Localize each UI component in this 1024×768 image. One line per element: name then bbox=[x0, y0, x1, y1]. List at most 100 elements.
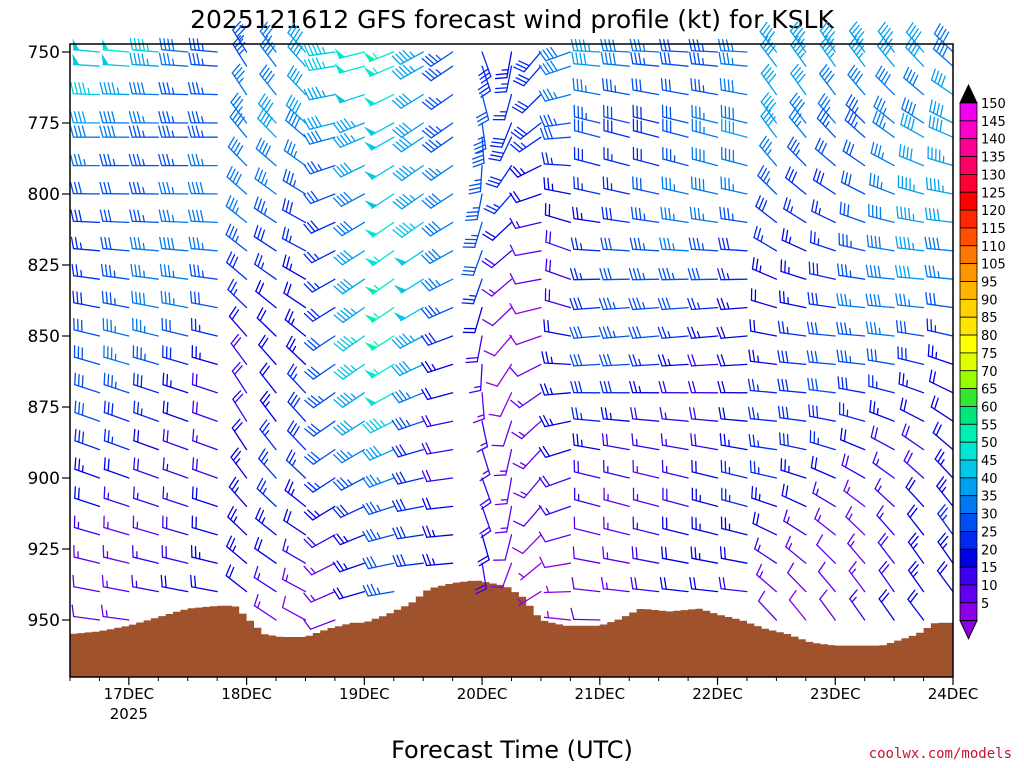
wind-barb bbox=[934, 448, 954, 479]
wind-barb bbox=[102, 545, 130, 564]
wind-barb bbox=[485, 363, 513, 387]
wind-barb bbox=[190, 574, 218, 593]
wind-barb bbox=[512, 65, 542, 87]
wind-barb bbox=[391, 64, 424, 80]
wind-barb bbox=[720, 104, 748, 124]
colorbar-swatch bbox=[959, 298, 978, 318]
wind-barb bbox=[629, 237, 660, 252]
wind-barb bbox=[807, 377, 836, 394]
wind-barb bbox=[129, 236, 159, 252]
wind-barb bbox=[99, 153, 130, 167]
wind-barb bbox=[482, 221, 513, 241]
wind-barb bbox=[569, 268, 601, 281]
wind-barb bbox=[814, 137, 836, 167]
wind-barb bbox=[362, 418, 395, 434]
colorbar-bottom-arrow bbox=[959, 620, 978, 640]
wind-barb bbox=[571, 406, 601, 422]
wind-barb bbox=[720, 176, 748, 195]
wind-barb bbox=[491, 420, 513, 447]
wind-barb bbox=[103, 372, 130, 394]
wind-barb bbox=[391, 498, 424, 512]
wind-barb bbox=[227, 506, 248, 536]
wind-barb bbox=[927, 344, 954, 366]
wind-barb bbox=[872, 451, 895, 479]
wind-barb bbox=[468, 164, 483, 195]
wind-barb bbox=[510, 136, 542, 153]
wind-barb bbox=[129, 37, 159, 53]
wind-barb bbox=[287, 391, 307, 422]
wind-barb bbox=[304, 363, 336, 380]
wind-barb bbox=[752, 511, 778, 536]
wind-barb bbox=[392, 554, 424, 568]
wind-barb bbox=[133, 400, 159, 422]
colorbar-label: 20 bbox=[981, 543, 998, 558]
wind-barb bbox=[472, 392, 485, 424]
wind-barb bbox=[781, 483, 807, 508]
wind-barb bbox=[479, 505, 492, 539]
wind-barb bbox=[512, 534, 542, 555]
wind-barb bbox=[391, 333, 424, 349]
wind-barb bbox=[719, 546, 748, 564]
wind-barb bbox=[599, 267, 630, 281]
wind-barb bbox=[659, 237, 689, 252]
wind-barb bbox=[393, 250, 424, 266]
wind-barb bbox=[494, 65, 513, 94]
wind-barb bbox=[253, 225, 277, 252]
wind-barb bbox=[898, 143, 925, 167]
wind-barb bbox=[600, 51, 630, 67]
wind-barb bbox=[232, 390, 248, 422]
wind-barb bbox=[192, 400, 218, 422]
wind-barb bbox=[192, 457, 218, 479]
wind-barb bbox=[226, 165, 248, 195]
wind-barb bbox=[160, 574, 189, 593]
wind-barb bbox=[162, 400, 189, 422]
wind-barb bbox=[510, 122, 542, 140]
wind-barb bbox=[362, 583, 395, 597]
wind-barb bbox=[543, 319, 572, 337]
wind-barb bbox=[474, 562, 488, 595]
wind-barb bbox=[660, 206, 689, 224]
wind-barb bbox=[837, 263, 866, 280]
wind-barb bbox=[601, 433, 630, 451]
wind-barb bbox=[187, 181, 218, 195]
wind-barb bbox=[422, 553, 454, 567]
wind-barb bbox=[717, 380, 748, 394]
wind-barb bbox=[690, 433, 719, 451]
wind-barb bbox=[71, 263, 101, 280]
colorbar-top-arrow bbox=[959, 83, 978, 104]
wind-barb bbox=[538, 46, 572, 62]
wind-barb bbox=[225, 195, 248, 224]
wind-barb bbox=[845, 506, 866, 536]
wind-barb bbox=[659, 38, 689, 53]
wind-barb bbox=[159, 236, 189, 252]
wind-barb bbox=[719, 77, 748, 96]
wind-barb bbox=[421, 122, 454, 139]
wind-barb bbox=[629, 380, 660, 394]
wind-barb bbox=[481, 278, 513, 297]
colorbar-label: 85 bbox=[981, 311, 998, 326]
wind-barb bbox=[483, 335, 513, 357]
wind-barb bbox=[285, 109, 307, 138]
wind-barb bbox=[364, 363, 395, 379]
wind-barb bbox=[720, 459, 748, 479]
colorbar-swatch bbox=[959, 602, 978, 622]
wind-barb bbox=[716, 354, 748, 367]
wind-barb bbox=[760, 35, 778, 67]
colorbar-label: 60 bbox=[981, 400, 998, 415]
wind-barb bbox=[421, 442, 454, 455]
wind-barb bbox=[100, 604, 130, 621]
wind-barb bbox=[629, 38, 660, 53]
wind-barb bbox=[230, 447, 248, 479]
wind-barb bbox=[878, 560, 895, 593]
wind-barb bbox=[907, 560, 925, 593]
wind-barb bbox=[873, 95, 895, 124]
wind-barb bbox=[598, 297, 630, 311]
wind-barb bbox=[363, 65, 395, 77]
wind-barb bbox=[73, 515, 101, 536]
colorbar-label: 95 bbox=[981, 276, 998, 291]
wind-barb bbox=[488, 392, 513, 417]
wind-barb bbox=[303, 505, 336, 521]
wind-barb bbox=[928, 115, 954, 138]
wind-barb bbox=[848, 561, 866, 593]
wind-barb bbox=[303, 161, 336, 175]
